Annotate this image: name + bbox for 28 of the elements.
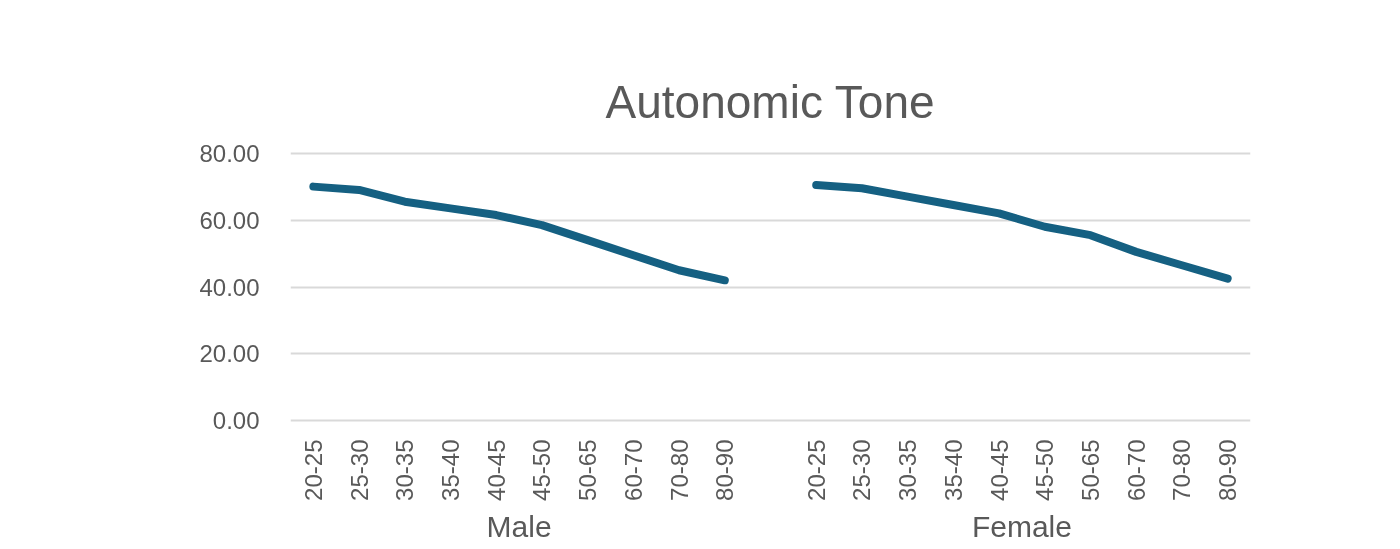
x-tick-label: 20-25: [299, 439, 327, 501]
text: Male: [486, 509, 552, 543]
x-tick-label: 60-70: [1122, 439, 1150, 501]
x-tick-label: 30-35: [894, 439, 922, 501]
x-tick-label: 50-65: [1077, 439, 1104, 501]
x-tick-label: 35-40: [437, 439, 464, 501]
x-tick-label: 70-80: [1168, 439, 1196, 501]
x-tick-label: 25-30: [345, 439, 373, 501]
x-tick-label: 80-90: [1214, 439, 1242, 501]
chart-title: Autonomic Tone: [605, 76, 935, 128]
y-tick-label: 0.00: [212, 407, 260, 435]
y-tick-label: 20.00: [199, 340, 260, 368]
x-tick-label: 50-65: [574, 439, 602, 501]
x-tick-label: 40-45: [985, 439, 1013, 501]
x-tick-label: 60-70: [619, 439, 647, 501]
text: Female: [971, 509, 1072, 543]
x-tick-label: 45-50: [1031, 439, 1059, 501]
x-tick-label: 40-45: [482, 439, 510, 501]
x-tick-label: 30-35: [391, 439, 419, 501]
y-tick-label: 80.00: [199, 139, 260, 167]
y-tick-label: 40.00: [199, 273, 260, 301]
x-tick-label: 20-25: [802, 439, 830, 501]
x-tick-label: 35-40: [939, 439, 967, 501]
x-tick-label: 70-80: [665, 439, 693, 501]
x-tick-label: 25-30: [848, 439, 876, 501]
x-tick-label: 45-50: [528, 439, 556, 501]
y-tick-label: 60.00: [199, 206, 260, 234]
x-tick-label: 80-90: [711, 439, 739, 501]
